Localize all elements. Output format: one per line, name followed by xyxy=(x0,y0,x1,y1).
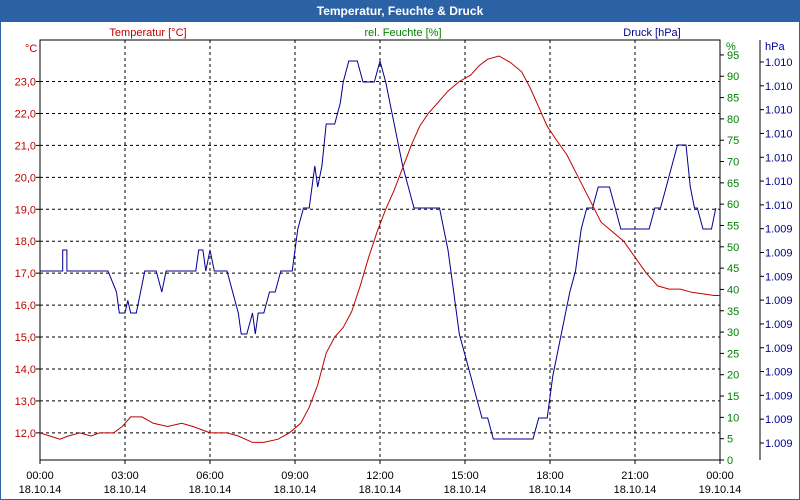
humidity-tick-label: 60 xyxy=(727,199,739,211)
humidity-tick-label: 40 xyxy=(727,284,739,296)
temperature-tick-label: 14,0 xyxy=(15,364,36,376)
chart-title: Temperatur, Feuchte & Druck xyxy=(0,0,800,22)
pressure-tick-label: 1.009 xyxy=(765,390,793,402)
temperature-tick-label: 13,0 xyxy=(15,396,36,408)
x-tick-label-time: 00:00 xyxy=(26,470,54,482)
x-tick-label-date: 18.10.14 xyxy=(529,484,572,496)
x-tick-label-date: 18.10.14 xyxy=(444,484,487,496)
humidity-tick-label: 30 xyxy=(727,327,739,339)
temperature-tick-label: 22,0 xyxy=(15,108,36,120)
temperature-tick-label: 17,0 xyxy=(15,268,36,280)
humidity-tick-label: 20 xyxy=(727,370,739,382)
x-tick-label-date: 19.10.14 xyxy=(699,484,742,496)
x-tick-label-date: 18.10.14 xyxy=(104,484,147,496)
humidity-tick-label: 55 xyxy=(727,220,739,232)
humidity-tick-label: 70 xyxy=(727,157,739,169)
pressure-tick-label: 1.010 xyxy=(765,57,793,69)
x-tick-label-time: 18:00 xyxy=(536,470,564,482)
x-tick-label-time: 21:00 xyxy=(621,470,649,482)
x-tick-label-date: 18.10.14 xyxy=(19,484,62,496)
temperature-tick-label: 19,0 xyxy=(15,204,36,216)
temperature-tick-label: 18,0 xyxy=(15,236,36,248)
pressure-tick-label: 1.010 xyxy=(765,200,793,212)
humidity-tick-label: 90 xyxy=(727,71,739,83)
pressure-tick-label: 1.009 xyxy=(765,271,793,283)
humidity-tick-label: 10 xyxy=(727,412,739,424)
humidity-tick-label: 85 xyxy=(727,93,739,105)
pressure-tick-label: 1.009 xyxy=(765,248,793,260)
x-tick-label-time: 06:00 xyxy=(196,470,224,482)
x-tick-label-date: 18.10.14 xyxy=(189,484,232,496)
x-tick-label-time: 09:00 xyxy=(281,470,309,482)
pressure-tick-label: 1.009 xyxy=(765,414,793,426)
humidity-tick-label: 15 xyxy=(727,391,739,403)
x-tick-label-date: 18.10.14 xyxy=(614,484,657,496)
pressure-tick-label: 1.010 xyxy=(765,81,793,93)
humidity-tick-label: 25 xyxy=(727,348,739,360)
temperature-tick-label: 12,0 xyxy=(15,428,36,440)
pressure-tick-label: 1.010 xyxy=(765,152,793,164)
humidity-axis-label: rel. Feuchte [%] xyxy=(364,27,441,39)
humidity-tick-label: 35 xyxy=(727,306,739,318)
x-tick-label-time: 00:00 xyxy=(706,470,734,482)
pressure-unit: hPa xyxy=(765,41,785,53)
pressure-tick-label: 1.010 xyxy=(765,105,793,117)
temperature-series-line xyxy=(39,55,720,443)
x-tick-label-time: 12:00 xyxy=(366,470,394,482)
pressure-tick-label: 1.009 xyxy=(765,295,793,307)
humidity-tick-label: 65 xyxy=(727,178,739,190)
pressure-tick-label: 1.009 xyxy=(765,224,793,236)
temperature-tick-label: 21,0 xyxy=(15,140,36,152)
humidity-tick-label: 95 xyxy=(727,50,739,62)
x-tick-label-time: 03:00 xyxy=(111,470,139,482)
temperature-tick-label: 16,0 xyxy=(15,300,36,312)
temperature-tick-label: 20,0 xyxy=(15,172,36,184)
temperature-tick-label: 15,0 xyxy=(15,332,36,344)
chart-area: 00:00 18.10.14 03:00 18.10.14 06:00 18.10.14 0… xyxy=(15,27,793,496)
x-tick-label-date: 18.10.14 xyxy=(274,484,317,496)
temperature-tick-label: 23,0 xyxy=(15,77,36,89)
humidity-tick-label: 5 xyxy=(727,434,733,446)
humidity-tick-label: 75 xyxy=(727,135,739,147)
pressure-tick-label: 1.009 xyxy=(765,438,793,450)
pressure-tick-label: 1.010 xyxy=(765,176,793,188)
humidity-tick-label: 0 xyxy=(727,455,733,467)
pressure-axis-label: Druck [hPa] xyxy=(623,27,680,39)
x-tick-label-time: 15:00 xyxy=(451,470,479,482)
humidity-unit: % xyxy=(726,41,736,53)
pressure-tick-label: 1.009 xyxy=(765,367,793,379)
humidity-tick-label: 80 xyxy=(727,114,739,126)
pressure-series-line xyxy=(40,59,717,440)
x-tick-label-date: 18.10.14 xyxy=(359,484,402,496)
humidity-tick-label: 50 xyxy=(727,242,739,254)
temperature-unit: °C xyxy=(25,43,37,55)
pressure-tick-label: 1.010 xyxy=(765,128,793,140)
pressure-tick-label: 1.009 xyxy=(765,319,793,331)
pressure-tick-label: 1.009 xyxy=(765,343,793,355)
temperature-axis-label: Temperatur [°C] xyxy=(109,27,186,39)
humidity-tick-label: 45 xyxy=(727,263,739,275)
